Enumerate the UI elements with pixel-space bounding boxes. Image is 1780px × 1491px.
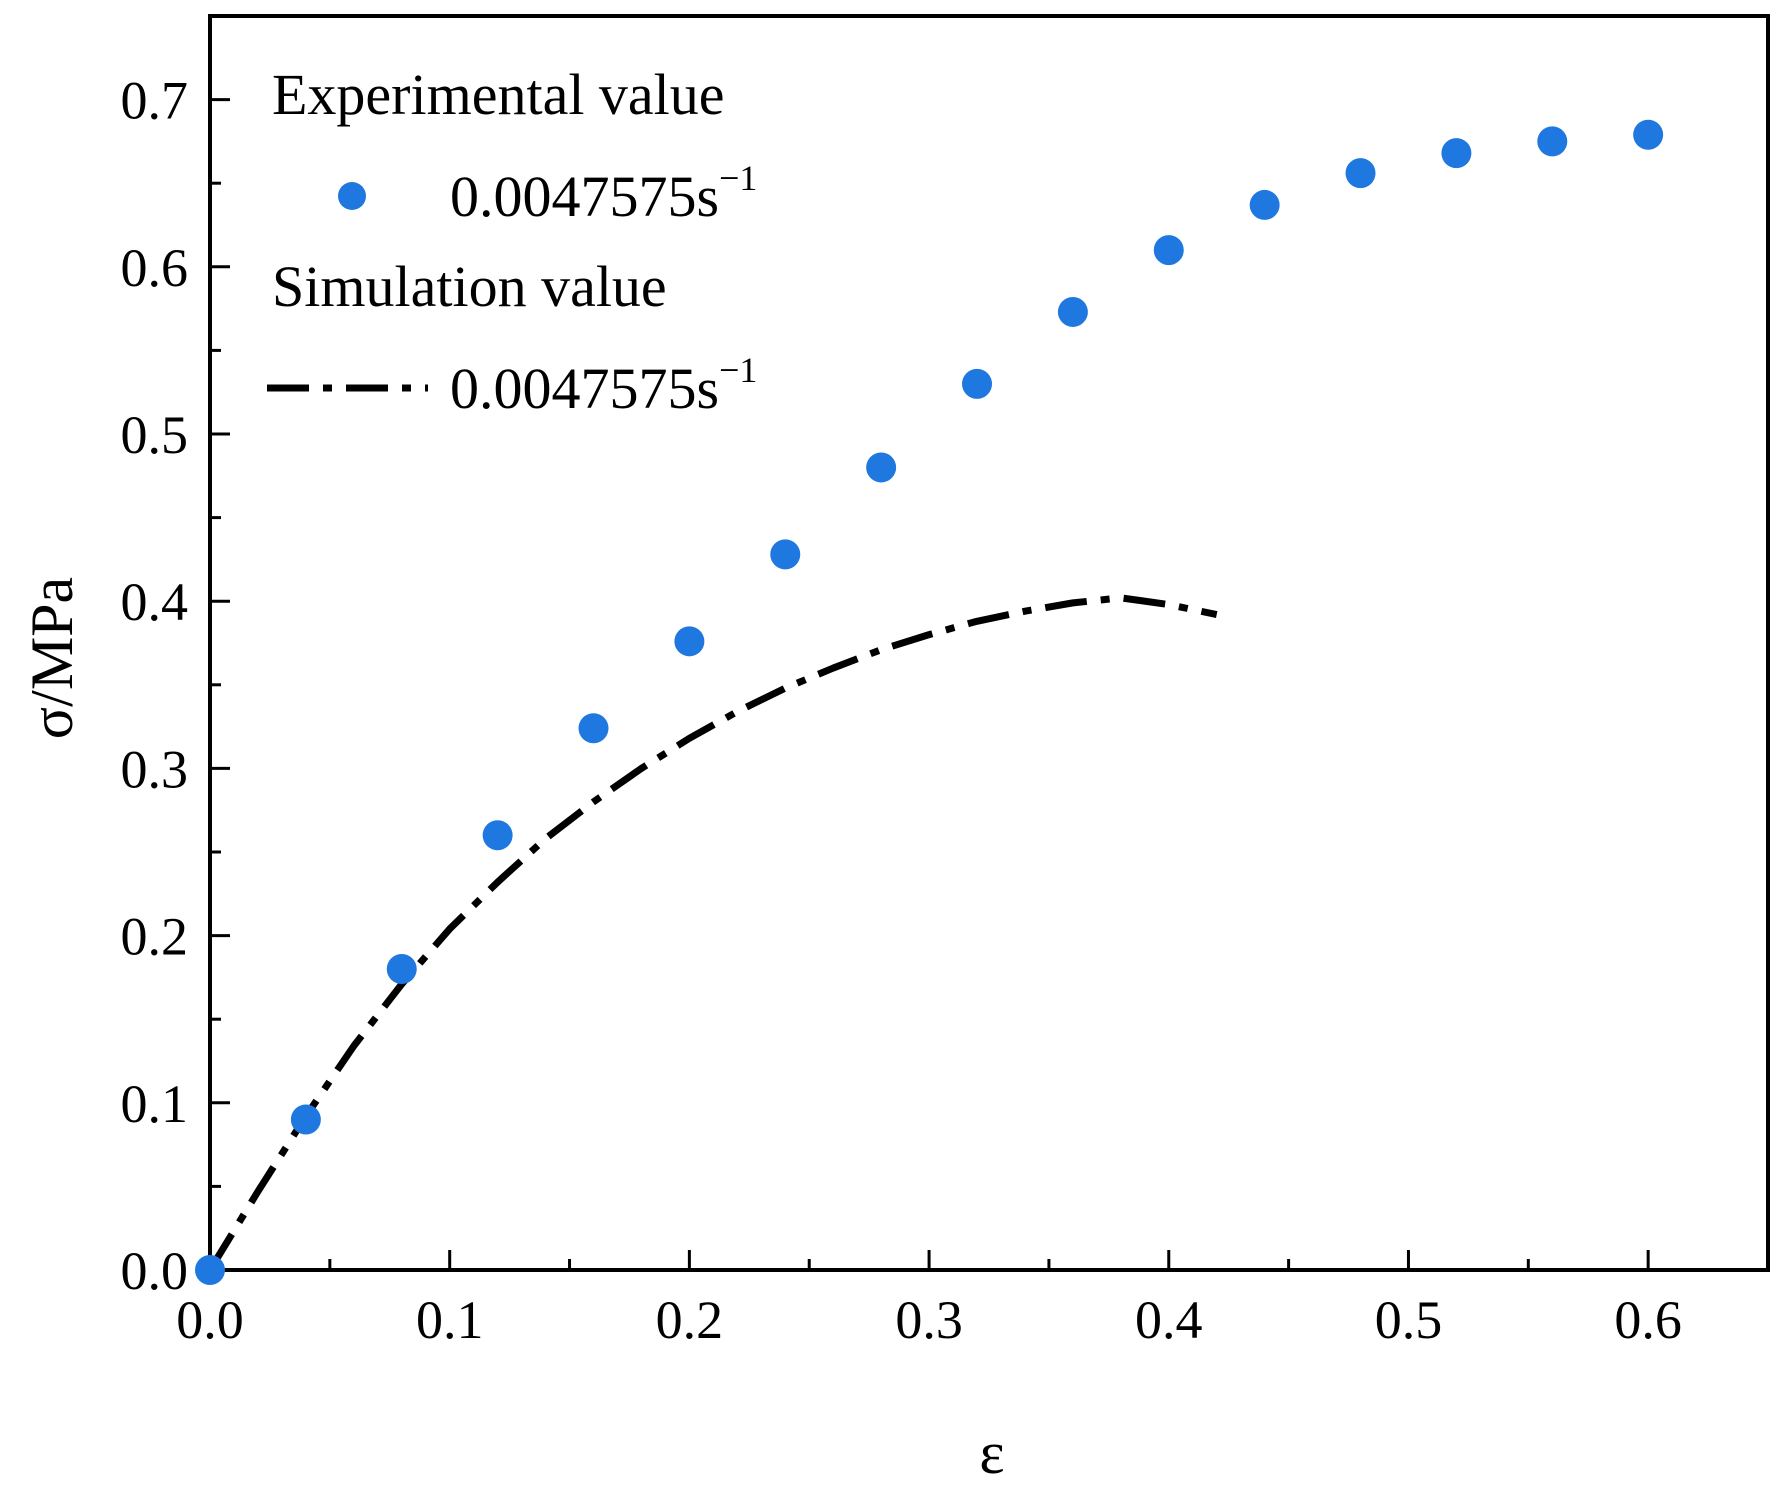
experimental-point xyxy=(1633,119,1664,150)
legend-title-simulation: Simulation value xyxy=(272,254,667,319)
experimental-point xyxy=(866,452,897,483)
x-axis: 0.0 0.1 0.2 0.3 0.4 0.5 0.6 xyxy=(176,1250,1682,1350)
plot-frame xyxy=(208,14,1770,1272)
experimental-point xyxy=(770,539,801,570)
y-axis: 0.0 0.1 0.2 0.3 0.4 0.5 0.6 0.7 xyxy=(121,71,230,1301)
plot-border xyxy=(208,14,1770,1272)
x-tick-label: 0.1 xyxy=(416,1290,484,1350)
experimental-point xyxy=(195,1255,225,1285)
experimental-point xyxy=(578,713,609,744)
simulation-curve xyxy=(207,594,1218,1272)
experimental-point xyxy=(290,1104,321,1135)
y-tick-label: 0.0 xyxy=(121,1241,189,1301)
experimental-point xyxy=(386,954,417,985)
experimental-point xyxy=(1441,138,1472,169)
experimental-point xyxy=(1537,126,1568,157)
series-layer xyxy=(195,119,1664,1285)
y-tick-label: 0.2 xyxy=(121,907,189,967)
x-tick-label: 0.6 xyxy=(1614,1290,1682,1350)
x-tick-label: 0.2 xyxy=(656,1290,724,1350)
y-tick-label: 0.7 xyxy=(121,71,189,131)
experimental-point xyxy=(482,820,513,851)
y-tick-label: 0.6 xyxy=(121,238,189,298)
experimental-point xyxy=(1249,189,1280,220)
x-tick-label: 0.4 xyxy=(1135,1290,1203,1350)
x-tick-label: 0.0 xyxy=(176,1290,244,1350)
legend-label-experimental: 0.0047575s−1 xyxy=(450,158,757,229)
y-tick-label: 0.3 xyxy=(121,739,189,799)
experimental-point xyxy=(1345,158,1376,189)
y-axis-title: σ/MPa xyxy=(19,577,85,739)
y-tick-label: 0.1 xyxy=(121,1074,189,1134)
experimental-point xyxy=(962,368,993,399)
legend-label-simulation: 0.0047575s−1 xyxy=(450,350,757,421)
experimental-point xyxy=(1057,296,1088,327)
legend: Experimental value 0.0047575s−1 Simulati… xyxy=(267,62,757,421)
legend-title-experimental: Experimental value xyxy=(272,62,725,127)
x-tick-label: 0.3 xyxy=(895,1290,963,1350)
y-tick-label: 0.5 xyxy=(121,405,189,465)
y-tick-label: 0.4 xyxy=(121,572,189,632)
experimental-point xyxy=(674,626,705,657)
x-tick-label: 0.5 xyxy=(1375,1290,1443,1350)
x-axis-title: ε xyxy=(979,1420,1004,1486)
experimental-point xyxy=(1153,235,1184,266)
legend-marker-experimental xyxy=(338,182,366,210)
